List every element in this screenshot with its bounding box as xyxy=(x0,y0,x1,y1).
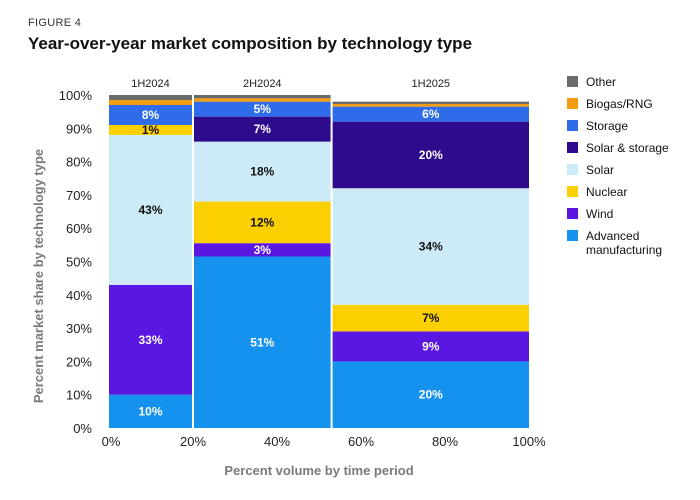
bar-segment-biogas-rng-1h2024 xyxy=(109,99,192,105)
data-label-wind-2h2024: 3% xyxy=(254,243,272,257)
y-tick-label: 80% xyxy=(66,155,92,170)
data-label-nuclear-1h2024: 1% xyxy=(142,123,160,137)
legend-swatch-storage xyxy=(567,120,578,131)
bar-segment-nuclear-1h2024 xyxy=(109,124,192,135)
bar-segment-other-1h2025 xyxy=(332,101,529,104)
legend-swatch-wind xyxy=(567,208,578,219)
bar-segment-storage-1h2025 xyxy=(332,106,529,122)
data-label-solar-1h2024: 43% xyxy=(138,203,162,217)
legend: Other Biogas/RNG Storage Solar & storage Sol… xyxy=(567,75,697,265)
bar-segment-biogas-rng-1h2025 xyxy=(332,103,529,107)
y-tick-label: 40% xyxy=(66,288,92,303)
data-label-advanced-manufacturing-1h2025: 20% xyxy=(419,388,443,402)
column-label-2h2024: 2H2024 xyxy=(243,78,282,90)
column-labels: 1H2024 2H2024 1H2025 xyxy=(131,78,450,90)
x-tick-labels: 0% 20% 40% 60% 80% 100% xyxy=(102,434,546,449)
y-tick-label: 60% xyxy=(66,221,92,236)
legend-label-other: Other xyxy=(586,75,617,89)
x-tick-label: 0% xyxy=(102,434,121,449)
bar-segment-other-2h2024 xyxy=(194,95,331,99)
data-label-solar-1h2025: 34% xyxy=(419,240,443,254)
figure-label: FIGURE 4 xyxy=(28,17,82,29)
bar-segment-wind-1h2024 xyxy=(109,284,192,395)
legend-label-solar: Solar xyxy=(586,163,615,177)
column-label-1h2025: 1H2025 xyxy=(412,78,451,90)
legend-label-biogas-rng: Biogas/RNG xyxy=(586,97,653,111)
data-label-solar-storage-1h2025: 20% xyxy=(419,148,443,162)
bar-segment-wind-2h2024 xyxy=(194,243,331,257)
column-label-1h2024: 1H2024 xyxy=(131,78,170,90)
y-tick-label: 20% xyxy=(66,354,92,369)
y-tick-label: 90% xyxy=(66,121,92,136)
data-label-advanced-manufacturing-1h2024: 10% xyxy=(138,404,162,418)
y-tick-label: 100% xyxy=(59,88,93,103)
legend-label-advanced-manufacturing: Advanced manufacturing xyxy=(586,229,663,257)
bar-segment-solar-1h2025 xyxy=(332,188,529,305)
data-label-nuclear-1h2025: 7% xyxy=(422,311,440,325)
chart-title: Year-over-year market composition by tec… xyxy=(28,34,473,53)
y-tick-label: 30% xyxy=(66,321,92,336)
bar-segment-advanced-manufacturing-2h2024 xyxy=(194,256,331,428)
legend-item-solar-storage: Solar & storage xyxy=(567,141,697,155)
legend-item-wind: Wind xyxy=(567,207,697,221)
legend-item-other: Other xyxy=(567,75,697,89)
bar-segment-nuclear-1h2025 xyxy=(332,304,529,332)
y-tick-label: 70% xyxy=(66,188,92,203)
x-axis-title: Percent volume by time period xyxy=(224,463,413,478)
data-label-nuclear-2h2024: 12% xyxy=(250,215,274,229)
data-label-wind-1h2024: 33% xyxy=(138,333,162,347)
legend-swatch-other xyxy=(567,76,578,87)
legend-swatch-biogas-rng xyxy=(567,98,578,109)
data-label-storage-1h2025: 6% xyxy=(422,107,440,121)
bar-segment-storage-1h2024 xyxy=(109,104,192,125)
data-label-advanced-manufacturing-2h2024: 51% xyxy=(250,335,274,349)
data-label-solar-storage-2h2024: 7% xyxy=(254,122,272,136)
legend-item-biogas-rng: Biogas/RNG xyxy=(567,97,697,111)
bar-segment-solar-storage-2h2024 xyxy=(194,116,331,142)
bars-group: 10% 33% 43% 1%8% 51% 3% 12% 18% 7% 5% 20% 9% 7% 34% 20… xyxy=(109,95,529,428)
x-tick-label: 60% xyxy=(348,434,374,449)
bar-segment-biogas-rng-2h2024 xyxy=(194,98,331,102)
bar-segment-storage-2h2024 xyxy=(194,101,331,117)
legend-swatch-solar-storage xyxy=(567,142,578,153)
data-label-storage-1h2024: 8% xyxy=(142,108,160,122)
x-tick-label: 20% xyxy=(180,434,206,449)
legend-item-solar: Solar xyxy=(567,163,697,177)
data-label-solar-2h2024: 18% xyxy=(250,165,274,179)
legend-item-storage: Storage xyxy=(567,119,697,133)
bar-segment-solar-2h2024 xyxy=(194,141,331,202)
legend-label-nuclear: Nuclear xyxy=(586,185,628,199)
bar-segment-other-1h2024 xyxy=(109,95,192,100)
legend-item-advanced-manufacturing: Advanced manufacturing xyxy=(567,229,697,257)
bar-segment-advanced-manufacturing-1h2025 xyxy=(332,361,529,428)
legend-swatch-solar xyxy=(567,164,578,175)
y-tick-labels: 0% 10% 20% 30% 40% 50% 60% 70% 80% 90% 100% xyxy=(59,88,93,436)
bar-segment-advanced-manufacturing-1h2024 xyxy=(109,394,192,428)
bar-segment-wind-1h2025 xyxy=(332,331,529,362)
y-tick-label: 50% xyxy=(66,255,92,270)
x-tick-label: 40% xyxy=(264,434,290,449)
bar-segment-solar-storage-1h2025 xyxy=(332,121,529,189)
legend-label-solar-storage: Solar & storage xyxy=(586,141,669,155)
data-label-storage-2h2024: 5% xyxy=(254,102,272,116)
x-tick-label: 100% xyxy=(512,434,546,449)
y-axis-title: Percent market share by technology type xyxy=(31,149,46,403)
y-tick-label: 0% xyxy=(73,421,92,436)
legend-swatch-advanced-manufacturing xyxy=(567,230,578,241)
bar-segment-nuclear-2h2024 xyxy=(194,201,331,244)
bar-segment-solar-1h2024 xyxy=(109,134,192,285)
data-label-wind-1h2025: 9% xyxy=(422,339,440,353)
legend-item-nuclear: Nuclear xyxy=(567,185,697,199)
legend-label-wind: Wind xyxy=(586,207,614,221)
x-tick-label: 80% xyxy=(432,434,458,449)
legend-swatch-nuclear xyxy=(567,186,578,197)
legend-label-storage: Storage xyxy=(586,119,629,133)
y-tick-label: 10% xyxy=(66,388,92,403)
